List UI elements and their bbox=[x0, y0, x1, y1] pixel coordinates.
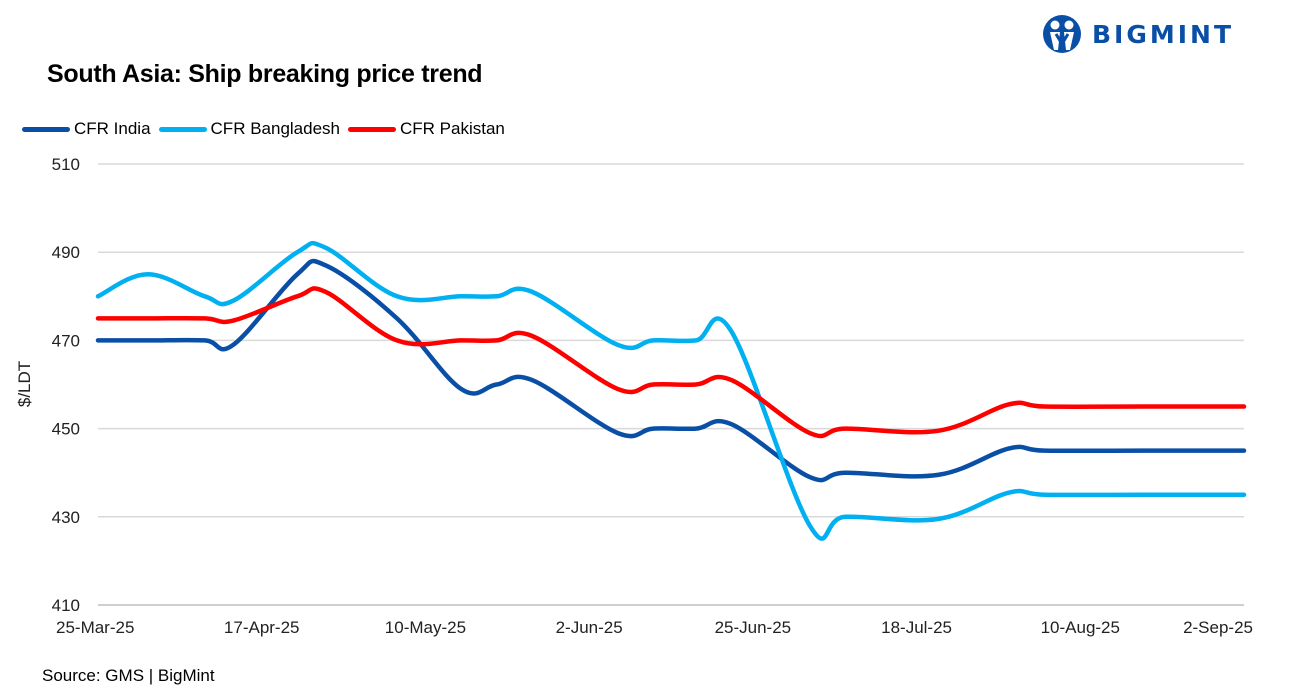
legend: CFR India CFR Bangladesh CFR Pakistan bbox=[22, 119, 505, 139]
x-tick-label: 25-Mar-25 bbox=[56, 618, 134, 637]
series-line-cfr-pakistan bbox=[95, 286, 1247, 439]
legend-label: CFR India bbox=[74, 119, 151, 138]
brand-name: BIGMINT bbox=[1092, 19, 1235, 49]
x-tick-label: 2-Jun-25 bbox=[556, 618, 623, 637]
y-tick-label: 450 bbox=[52, 420, 80, 439]
legend-label: CFR Bangladesh bbox=[210, 119, 340, 138]
legend-item-india: CFR India bbox=[22, 119, 151, 139]
series-line-cfr-india bbox=[95, 258, 1247, 483]
legend-label: CFR Pakistan bbox=[400, 119, 505, 138]
chart-title: South Asia: Ship breaking price trend bbox=[47, 60, 483, 88]
logo-people-icon bbox=[1043, 15, 1081, 53]
y-tick-label: 490 bbox=[52, 243, 80, 262]
legend-item-pakistan: CFR Pakistan bbox=[348, 119, 505, 139]
y-axis-label: $/LDT bbox=[15, 361, 34, 407]
source-note: Source: GMS | BigMint bbox=[42, 666, 215, 685]
x-tick-label: 10-May-25 bbox=[385, 618, 466, 637]
legend-swatch bbox=[158, 126, 207, 132]
x-tick-label: 2-Sep-25 bbox=[1183, 618, 1253, 637]
x-tick-label: 17-Apr-25 bbox=[224, 618, 300, 637]
y-tick-label: 510 bbox=[52, 155, 80, 174]
bigmint-logo: BIGMINT bbox=[1042, 14, 1234, 54]
x-tick-label: 10-Aug-25 bbox=[1041, 618, 1120, 637]
legend-item-bangladesh: CFR Bangladesh bbox=[158, 119, 340, 139]
x-tick-label: 18-Jul-25 bbox=[881, 618, 952, 637]
legend-swatch bbox=[348, 126, 396, 132]
legend-swatch bbox=[22, 126, 70, 132]
series-line-cfr-bangladesh bbox=[95, 240, 1247, 541]
y-tick-label: 470 bbox=[52, 331, 80, 350]
y-tick-label: 430 bbox=[52, 508, 80, 527]
x-tick-label: 25-Jun-25 bbox=[715, 618, 792, 637]
y-tick-label: 410 bbox=[52, 596, 80, 615]
